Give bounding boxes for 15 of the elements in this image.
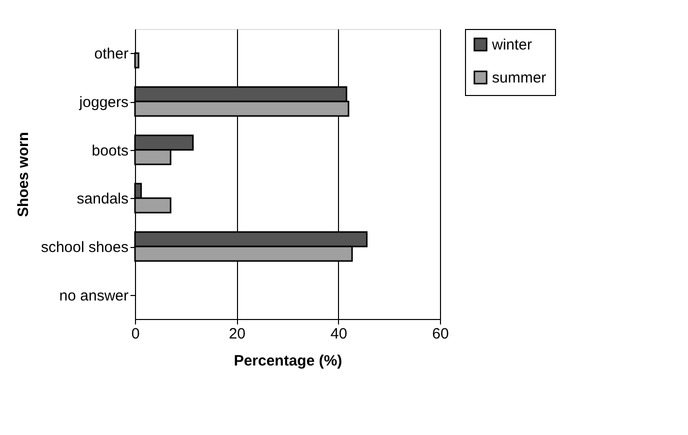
y-tick-label: boots: [92, 142, 128, 160]
y-axis-title: Shoes worn: [14, 132, 32, 218]
legend-label: winter: [491, 36, 532, 54]
x-tick-label: 20: [228, 326, 246, 342]
y-tick-label: other: [94, 46, 128, 63]
x-tick-label: 60: [432, 326, 449, 342]
x-tick-label: 40: [330, 326, 348, 342]
y-tick-label: joggers: [78, 94, 128, 111]
y-tick-label: sandals: [76, 190, 128, 208]
legend-label: summer: [492, 70, 546, 86]
x-axis-title: Percentage (%): [234, 352, 342, 370]
y-tick-label: school shoes: [40, 239, 128, 256]
bar: [134, 52, 140, 68]
x-tick-label: 0: [131, 326, 140, 342]
y-tick-label: no answer: [59, 287, 128, 304]
